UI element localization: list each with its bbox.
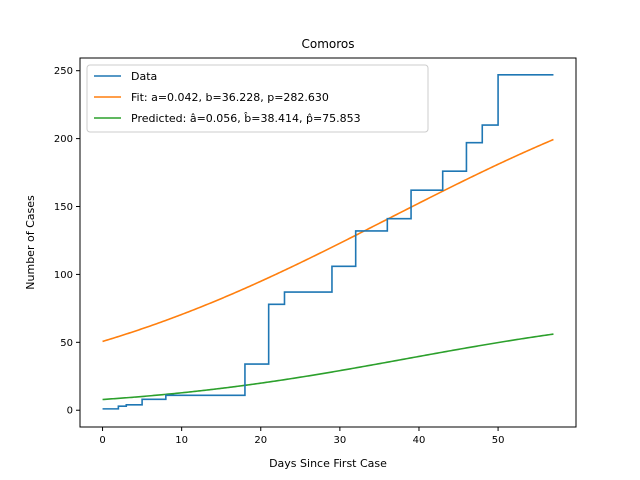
legend-label-predicted: Predicted: â=0.056, b̂=38.414, p̂=75.853: [131, 112, 361, 125]
y-tick-label: 200: [54, 134, 73, 145]
chart-title: Comoros: [301, 37, 354, 51]
x-axis: 0 10 20 30 40 50: [99, 427, 504, 446]
y-tick-label: 0: [67, 406, 73, 417]
y-tick-label: 50: [60, 338, 73, 349]
x-tick-label: 30: [333, 435, 346, 446]
x-tick-label: 20: [254, 435, 267, 446]
x-tick-label: 0: [99, 435, 105, 446]
plot-area: [102, 73, 554, 410]
x-tick-label: 50: [492, 435, 505, 446]
y-tick-label: 150: [54, 202, 73, 213]
plot-frame: [79, 57, 577, 428]
y-axis: 0 50 100 150 200 250: [54, 66, 80, 417]
legend-label-data: Data: [131, 70, 157, 83]
y-tick-label: 100: [54, 270, 73, 281]
y-tick-label: 250: [54, 66, 73, 77]
legend-label-fit: Fit: a=0.042, b=36.228, p=282.630: [131, 91, 329, 104]
legend: Data Fit: a=0.042, b=36.228, p=282.630 P…: [86, 64, 429, 133]
fit-series-line: [102, 138, 554, 343]
x-tick-label: 10: [175, 435, 188, 446]
y-axis-label: Number of Cases: [24, 195, 37, 290]
predicted-series-line: [102, 333, 554, 401]
legend-box: [86, 64, 429, 133]
x-axis-label: Days Since First Case: [269, 457, 387, 470]
data-series-line: [102, 73, 554, 410]
x-tick-label: 40: [413, 435, 426, 446]
